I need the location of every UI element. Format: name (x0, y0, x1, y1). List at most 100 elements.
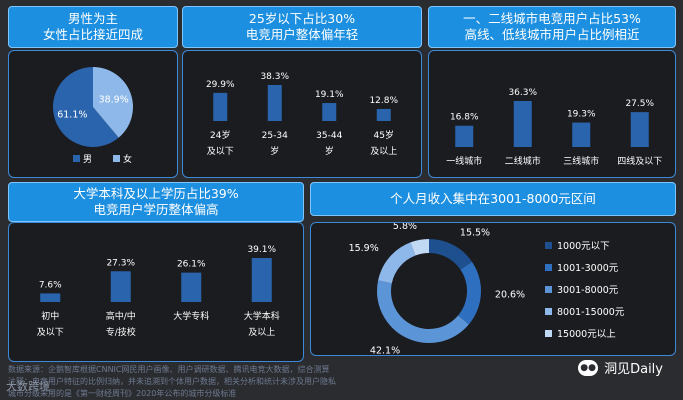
bar (110, 271, 131, 302)
category-label: 岁 (325, 145, 334, 157)
category-label: 及以上 (370, 146, 397, 157)
legend-swatch (73, 155, 80, 162)
legend-label: 8001-15000元 (557, 307, 625, 318)
footer-source: 数据来源：企鹅智库根据CNNIC网民用户画像、用户调研数据、腾讯电竞大数据，综合… (8, 365, 330, 374)
panel1-title-line1: 男性为主 (67, 11, 118, 26)
footer-note: 注释：电竞用户特征的比例归纳，并未追溯到个体用户数据，相关分析和统计未涉及用户隐… (8, 377, 336, 386)
panel4-chart-frame: 7.6% 初中及以下 27.3% 高中/中专/技校 26.1% 大学专科 39.1% 大学本科… (8, 222, 304, 362)
brand-badge: ●● 洞见Daily (578, 358, 663, 377)
legend-swatch (113, 155, 120, 162)
panel2-title-line2: 电竞用户整体偏年轻 (245, 27, 359, 42)
pie-slice (93, 67, 133, 138)
watermark-logo: 大数跨境 (6, 380, 50, 393)
slice-label: 61.1% (57, 110, 87, 121)
segment-label: 15.5% (460, 228, 490, 239)
bar-value-label: 12.8% (369, 96, 398, 106)
segment-label: 42.1% (370, 345, 400, 355)
segment-label: 15.9% (349, 243, 379, 254)
donut-segment (429, 239, 473, 270)
bar (322, 103, 337, 121)
panel3-title-line1: 一、二线城市电竞用户占比53% (463, 11, 641, 26)
donut-segment (410, 239, 429, 256)
panel1-title: 男性为主 女性占比接近四成 (8, 6, 178, 48)
panel3-title: 一、二线城市电竞用户占比53% 高线、低线城市用户占比例相近 (428, 6, 676, 48)
bar (572, 122, 591, 147)
brand-name: 洞见Daily (604, 362, 663, 377)
category-label: 岁 (270, 145, 279, 157)
pie-slice (53, 67, 119, 147)
bar-value-label: 27.5% (625, 99, 654, 109)
category-label: 大学专科 (173, 310, 209, 322)
donut-segment (377, 280, 469, 343)
bar (455, 125, 474, 147)
bar-value-label: 19.3% (567, 110, 596, 120)
category-label: 四线及以下 (617, 155, 662, 167)
category-label: 25-34 (262, 131, 288, 141)
legend-swatch (545, 264, 552, 271)
panel3-chart-frame: 16.8% 一线城市 36.3% 二线城市 19.3% 三线城市 27.5% 四线及以下 (428, 50, 676, 178)
bar (251, 258, 272, 302)
legend-label: 15000元以上 (557, 329, 616, 340)
donut-segment (378, 242, 416, 284)
slice-label: 38.9% (99, 94, 129, 105)
legend-label: 女 (123, 153, 132, 165)
legend-swatch (545, 330, 552, 337)
income-donut-chart: 15.5% 20.6% 42.1% 15.9% 5.8% 1000元以下 1001-3000… (349, 221, 625, 356)
legend-label: 男 (83, 154, 92, 165)
panel5-title-line1: 个人月收入集中在3001-8000元区间 (390, 191, 596, 206)
gender-pie-chart: 61.1% 38.9% 男 女 (53, 67, 133, 165)
legend-label: 1001-3000元 (557, 263, 619, 274)
bar-value-label: 19.1% (315, 90, 344, 100)
legend-label: 1000元以下 (557, 241, 610, 252)
bar (376, 108, 391, 121)
category-label: 大学本科 (244, 310, 280, 322)
segment-label: 5.8% (393, 223, 417, 232)
donut-segment (458, 261, 481, 325)
panel4-title: 大学本科及以上学历占比39% 电竞用户学历整体偏高 (8, 182, 304, 222)
category-label: 及以上 (248, 327, 275, 338)
bar-value-label: 36.3% (508, 88, 537, 98)
city-tier-bar-chart: 16.8% 一线城市 36.3% 二线城市 19.3% 三线城市 27.5% 四线及以下 (446, 88, 662, 167)
panel1-title-line2: 女性占比接近四成 (42, 27, 143, 42)
bar-value-label: 27.3% (106, 258, 135, 268)
bar-value-label: 38.3% (260, 72, 289, 82)
panel1-chart-frame: 61.1% 38.9% 男 女 (8, 50, 178, 178)
panel5-chart-frame: 15.5% 20.6% 42.1% 15.9% 5.8% 1000元以下 1001-3000… (310, 221, 676, 356)
bar-value-label: 26.1% (177, 260, 206, 270)
bar-value-label: 16.8% (450, 113, 479, 123)
panel3-title-line2: 高线、低线城市用户占比例相近 (464, 27, 640, 42)
bar-value-label: 29.9% (206, 80, 235, 90)
panel4-title-line2: 电竞用户学历整体偏高 (93, 202, 219, 217)
legend-swatch (545, 286, 552, 293)
legend-swatch (545, 242, 552, 249)
bar (40, 293, 61, 302)
bar (630, 112, 649, 147)
category-label: 专/技校 (106, 326, 136, 338)
legend-label: 3001-8000元 (557, 285, 619, 296)
panel4-title-line1: 大学本科及以上学历占比39% (73, 186, 239, 201)
bar (513, 101, 532, 147)
bar (267, 85, 282, 121)
bar-value-label: 7.6% (39, 280, 62, 290)
category-label: 三线城市 (563, 155, 599, 167)
category-label: 35-44 (316, 131, 342, 141)
legend-swatch (545, 308, 552, 315)
footer-city-standard: 城市分级采用的是《第一财经周刊》2020年公布的城市分级标准 (8, 389, 237, 398)
category-label: 及以下 (207, 146, 234, 157)
segment-label: 20.6% (495, 289, 525, 300)
category-label: 一线城市 (446, 155, 482, 167)
category-label: 高中/中 (106, 310, 136, 322)
category-label: 24岁 (210, 129, 230, 141)
bar (181, 272, 202, 302)
category-label: 及以下 (37, 327, 64, 338)
bar-value-label: 39.1% (247, 245, 276, 255)
bar (213, 92, 228, 121)
wechat-icon: ●● (578, 359, 599, 376)
panel2-title: 25岁以下占比30% 电竞用户整体偏年轻 (182, 6, 422, 48)
category-label: 初中 (41, 310, 59, 322)
category-label: 45岁 (374, 129, 394, 141)
panel2-title-line1: 25岁以下占比30% (248, 11, 356, 26)
panel5-title: 个人月收入集中在3001-8000元区间 (310, 182, 676, 216)
